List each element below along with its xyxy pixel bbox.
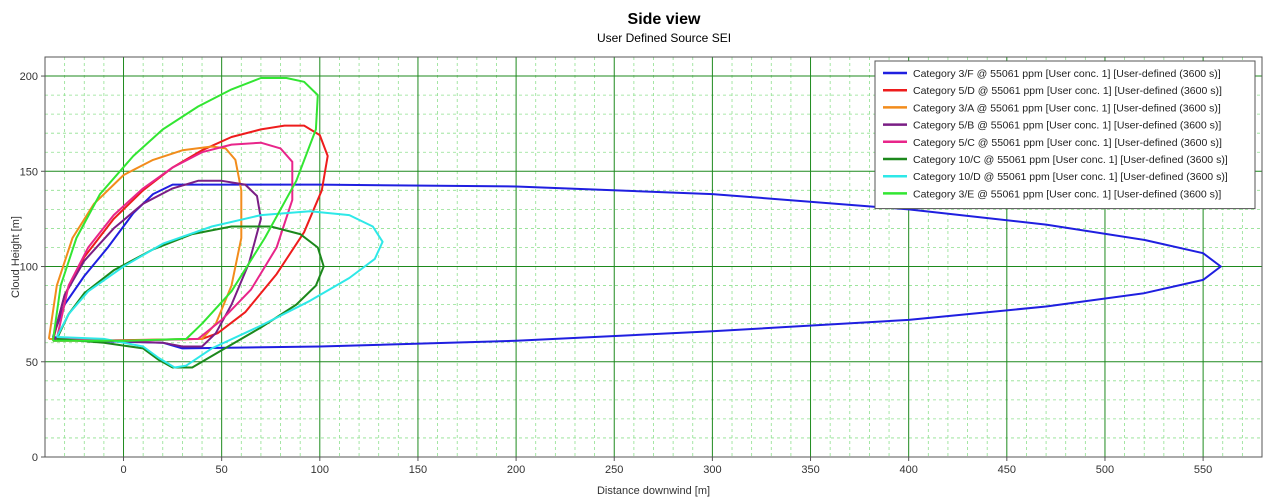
x-axis-ticks: 0 50 100 150 200 250 300 350 400 450 500 550 (120, 457, 1212, 476)
legend-entry[interactable]: Category 3/F @ 55061 ppm [User conc. 1] … (913, 68, 1221, 80)
series-line-5 (55, 141, 294, 342)
x-tick-label: 500 (1096, 464, 1114, 476)
x-tick-label: 250 (605, 464, 623, 476)
series-group (47, 77, 1222, 369)
series-line-8 (51, 77, 319, 342)
legend-entry[interactable]: Category 3/E @ 55061 ppm [User conc. 1] … (913, 188, 1221, 200)
legend[interactable]: Category 3/F @ 55061 ppm [User conc. 1] … (874, 60, 1256, 210)
x-tick-label: 0 (120, 464, 126, 476)
y-tick-label: 100 (20, 262, 38, 274)
x-tick-label: 200 (507, 464, 525, 476)
y-axis-ticks: 0 50 100 150 200 (20, 71, 45, 464)
x-tick-label: 400 (899, 464, 917, 476)
series-line-6 (55, 225, 325, 369)
x-tick-label: 50 (216, 464, 228, 476)
y-tick-label: 50 (26, 357, 38, 369)
legend-entry[interactable]: Category 3/A @ 55061 ppm [User conc. 1] … (913, 102, 1221, 114)
x-tick-label: 100 (311, 464, 329, 476)
legend-entry[interactable]: Category 10/C @ 55061 ppm [User conc. 1]… (913, 154, 1228, 166)
x-tick-label: 550 (1194, 464, 1212, 476)
x-tick-label: 450 (998, 464, 1016, 476)
legend-entry[interactable]: Category 10/D @ 55061 ppm [User conc. 1]… (913, 171, 1228, 183)
x-tick-label: 350 (801, 464, 819, 476)
plot-area (44, 56, 1263, 458)
legend-entry[interactable]: Category 5/C @ 55061 ppm [User conc. 1] … (913, 137, 1222, 149)
y-tick-label: 150 (20, 166, 38, 178)
legend-entry[interactable]: Category 5/D @ 55061 ppm [User conc. 1] … (913, 85, 1222, 97)
y-tick-label: 200 (20, 71, 38, 83)
series-line-2 (51, 124, 329, 342)
y-tick-label: 0 (32, 452, 38, 464)
chart-subtitle: User Defined Source SEI (597, 31, 731, 45)
chart-title: Side view (628, 11, 701, 28)
y-axis-label: Cloud Height [m] (10, 216, 22, 298)
x-tick-label: 300 (703, 464, 721, 476)
x-tick-label: 150 (409, 464, 427, 476)
legend-entry[interactable]: Category 5/B @ 55061 ppm [User conc. 1] … (913, 120, 1221, 132)
legend-box (874, 60, 1256, 210)
series-line-4 (51, 179, 262, 348)
x-axis-label: Distance downwind [m] (597, 485, 710, 497)
series-line-7 (55, 210, 384, 369)
